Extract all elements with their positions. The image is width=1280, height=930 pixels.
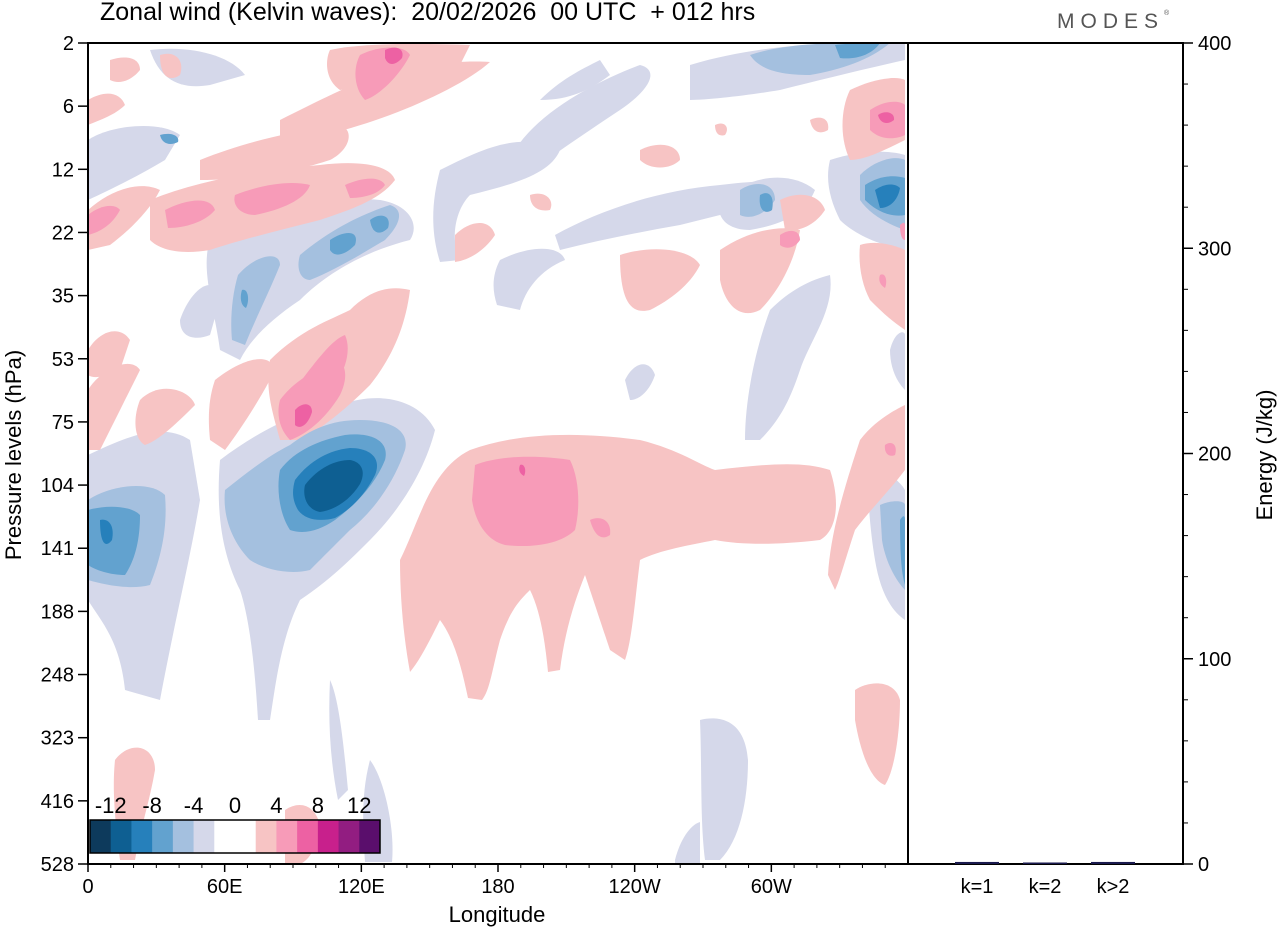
y-tick-label: 53 [52,349,74,371]
energy-bar [1091,861,1135,864]
x-tick-label: 180 [481,876,514,898]
colorbar-label: 4 [270,793,282,818]
y-tick-label: 141 [41,538,74,560]
x-tick-label: 0 [82,876,93,898]
energy-bar [1023,862,1067,864]
energy-tick-label: 300 [1198,238,1231,260]
colorbar-label: -12 [95,793,127,818]
energy-panel-frame [907,42,1184,865]
y-tick-label: 323 [41,728,74,750]
energy-category-label: k=1 [961,876,994,898]
y-tick-label: 528 [41,854,74,876]
colorbar-swatch [131,820,153,853]
contour-field [88,43,905,864]
energy-bars: k=1 k=2 k>2 [955,861,1135,898]
contour-positive-strong [295,47,895,476]
colorbar-swatch [110,820,132,853]
energy-tick-label: 400 [1198,33,1231,55]
x-axis-title: Longitude [449,902,546,927]
colorbar-swatch [90,820,112,853]
colorbar-swatch [152,820,174,853]
colorbar-swatch [317,820,340,853]
colorbar-label: 8 [312,793,324,818]
modes-logo: MODES® [1057,10,1170,33]
energy-bar [955,861,999,864]
x-tick-label: 120W [609,876,661,898]
energy-tick-label: 100 [1198,649,1231,671]
energy-axis-title: Energy (J/kg) [1252,390,1277,521]
colorbar-swatch [214,820,236,853]
y-tick-label: 75 [52,412,74,434]
colorbar-label: 12 [347,793,371,818]
colorbar-swatch [297,820,319,853]
energy-category-label: k=2 [1029,876,1062,898]
colorbar-swatch [255,820,277,853]
y-tick-label: 2 [63,33,74,55]
colorbar-swatch [235,820,257,853]
colorbar-label: 0 [229,793,241,818]
x-tick-label: 60W [751,876,792,898]
colorbar-swatch [359,820,381,853]
contour-positive-medium [88,47,905,547]
colorbar-label: -8 [142,793,162,818]
colorbar-swatch [276,820,298,853]
y-axis: 2 6 12 22 35 53 75 104 141 188 248 323 416 528 [41,33,88,876]
x-tick-label: 60E [207,876,243,898]
colorbar: -12 -8 -4 0 4 8 12 [89,793,381,854]
colorbar-label: -4 [184,793,204,818]
y-tick-label: 248 [41,665,74,687]
y-tick-label: 6 [63,96,74,118]
y-tick-label: 35 [52,286,74,308]
y-axis-title: Pressure levels (hPa) [1,350,26,560]
energy-tick-label: 0 [1198,854,1209,876]
x-axis: 0 60E 120E 180 120W 60W [82,864,886,898]
colorbar-frame [89,819,381,854]
colorbar-swatch [172,820,195,853]
chart-title: Zonal wind (Kelvin waves): 20/02/2026 00… [100,0,756,26]
contour-negative-darkest [304,460,363,512]
energy-category-label: k>2 [1097,876,1130,898]
energy-tick-label: 200 [1198,444,1231,466]
y-tick-label: 22 [52,222,74,244]
y-tick-label: 416 [41,791,74,813]
y-tick-label: 104 [41,475,74,497]
colorbar-swatch [338,820,360,853]
y-tick-label: 188 [41,601,74,623]
x-tick-label: 120E [338,876,385,898]
y-tick-label: 12 [52,159,74,181]
energy-axis: 0 100 200 300 400 [1183,33,1231,876]
colorbar-swatch [193,820,215,853]
